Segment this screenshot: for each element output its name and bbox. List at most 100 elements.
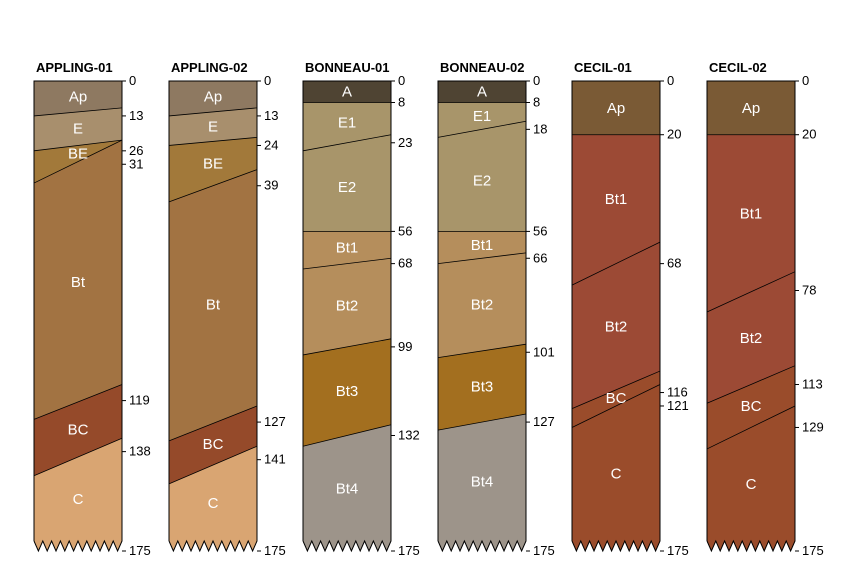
profile-outline <box>706 80 796 553</box>
horizon-label: C <box>73 491 84 508</box>
horizon-boundary <box>302 134 392 152</box>
horizon-boundary <box>168 445 258 485</box>
horizon-boundary <box>33 139 123 152</box>
horizon-bt1 <box>303 231 391 269</box>
horizon-boundary <box>571 384 661 428</box>
profile-title: CECIL-02 <box>709 60 767 75</box>
depth-label: 0 <box>667 73 674 88</box>
depth-label: 20 <box>667 127 681 142</box>
horizon-c <box>707 405 795 551</box>
horizon-label: Bt1 <box>471 237 494 254</box>
depth-label: 8 <box>533 94 540 109</box>
depth-label: 13 <box>129 108 143 123</box>
horizon-be <box>169 137 257 202</box>
horizon-label: E2 <box>338 179 356 196</box>
depth-label: 141 <box>264 452 286 467</box>
horizon-bc <box>572 371 660 428</box>
depth-label: 8 <box>398 94 405 109</box>
horizon-label: BC <box>68 421 89 438</box>
horizon-label: Bt1 <box>740 205 763 222</box>
horizon-boundary <box>33 107 123 117</box>
depth-label: 56 <box>533 223 547 238</box>
horizon-label: E <box>73 121 83 138</box>
horizon-label: E <box>208 119 218 136</box>
horizon-boundary <box>437 120 527 138</box>
depth-label: 68 <box>398 256 412 271</box>
depth-label: 116 <box>667 385 688 400</box>
horizon-bt2 <box>303 258 391 355</box>
depth-label: 0 <box>802 73 809 88</box>
depth-label: 39 <box>264 178 278 193</box>
horizon-label: BE <box>203 156 223 173</box>
horizon-label: Bt4 <box>336 480 359 497</box>
horizon-bt4 <box>438 414 526 551</box>
profile-outline <box>33 80 123 553</box>
depth-label: 68 <box>667 256 681 271</box>
horizon-e1 <box>438 102 526 138</box>
soil-profile: CECIL-02 Ap Bt1 Bt2 BC C 0 20 78 113 129 175 <box>706 60 824 558</box>
depth-label: 0 <box>129 73 136 88</box>
horizon-label: Bt3 <box>471 379 494 396</box>
horizon-boundary <box>33 437 123 477</box>
depth-label: 138 <box>129 444 151 459</box>
depth-label: 23 <box>398 135 412 150</box>
horizon-label: Bt2 <box>336 297 359 314</box>
horizon-boundary <box>302 338 392 356</box>
depth-label: 175 <box>129 543 151 558</box>
horizon-label: BE <box>68 146 88 163</box>
horizon-boundary <box>168 137 258 146</box>
horizon-a <box>438 81 526 103</box>
depth-label: 101 <box>533 344 555 359</box>
horizon-label: Bt2 <box>471 297 494 314</box>
horizon-label: Bt4 <box>471 474 494 491</box>
horizon-label: Ap <box>204 88 222 105</box>
soil-profile: APPLING-02 Ap E BE Bt BC C 0 13 24 39 127 141 175 <box>168 60 286 558</box>
profile-title: CECIL-01 <box>574 60 632 75</box>
horizon-boundary <box>33 384 123 420</box>
horizon-e2 <box>438 121 526 232</box>
horizon-ap <box>572 81 660 135</box>
depth-label: 119 <box>129 393 150 408</box>
depth-label: 0 <box>533 73 540 88</box>
depth-label: 13 <box>264 108 278 123</box>
horizon-e <box>34 107 122 151</box>
horizon-label: Bt1 <box>336 240 359 257</box>
horizon-label: C <box>611 465 622 482</box>
horizon-boundary <box>168 405 258 442</box>
horizon-label: Ap <box>69 88 87 105</box>
horizon-boundary <box>437 252 527 265</box>
depth-label: 0 <box>398 73 405 88</box>
depth-label: 0 <box>264 73 271 88</box>
horizon-bc <box>34 384 122 476</box>
depth-label: 18 <box>533 121 547 136</box>
horizon-ap <box>169 81 257 116</box>
depth-label: 129 <box>802 419 824 434</box>
horizon-boundary <box>706 365 796 404</box>
profile-title: BONNEAU-02 <box>440 60 525 75</box>
horizon-label: E1 <box>473 108 491 125</box>
profile-outline <box>571 80 661 553</box>
profile-outline <box>168 80 258 553</box>
horizon-ap <box>34 81 122 116</box>
horizon-c <box>572 384 660 551</box>
depth-label: 121 <box>667 398 689 413</box>
horizon-label: Ap <box>742 100 760 117</box>
depth-label: 175 <box>802 543 824 558</box>
horizon-boundary <box>706 405 796 450</box>
horizon-e1 <box>303 102 391 151</box>
soil-profile: BONNEAU-01 A E1 E2 Bt1 Bt2 Bt3 Bt4 0 8 23 56 68 99 132… <box>302 60 420 558</box>
horizon-bc <box>169 405 257 484</box>
depth-label: 66 <box>533 250 547 265</box>
horizon-bt3 <box>438 344 526 431</box>
depth-label: 78 <box>802 282 816 297</box>
horizon-label: C <box>208 495 219 512</box>
horizon-boundary <box>168 107 258 117</box>
profile-title: APPLING-01 <box>36 60 113 75</box>
horizon-label: Bt2 <box>605 319 628 336</box>
horizon-label: Bt2 <box>740 330 763 347</box>
horizon-label: Ap <box>607 100 625 117</box>
depth-label: 132 <box>398 428 420 443</box>
horizon-boundary <box>302 424 392 447</box>
